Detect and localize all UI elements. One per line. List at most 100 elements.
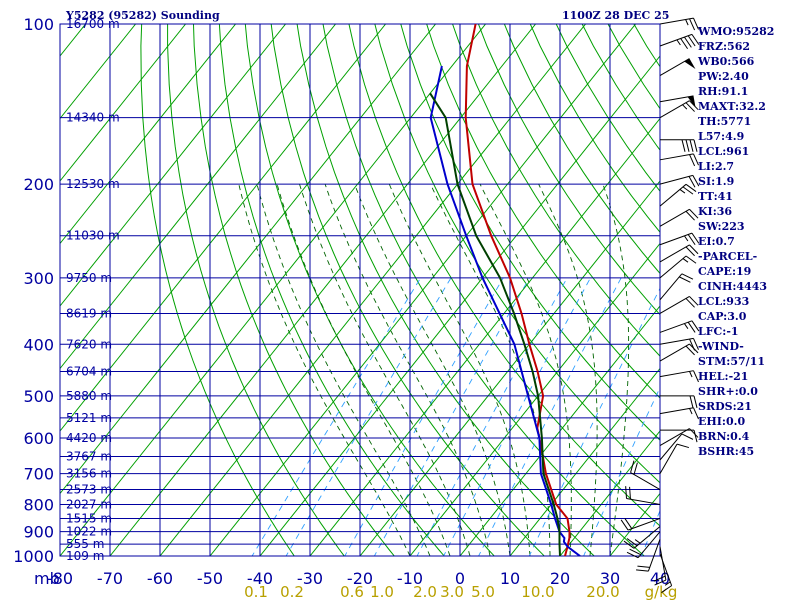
wind-barb xyxy=(659,337,699,351)
pressure-tick-label: 400 xyxy=(23,335,54,354)
wind-barb-feather xyxy=(681,139,686,152)
wind-barb-staff xyxy=(659,428,690,446)
height-label: 5880 m xyxy=(66,389,112,403)
temperature-tick-label: -70 xyxy=(97,569,123,588)
pressure-tick-label: 800 xyxy=(23,495,54,514)
isotherm-line xyxy=(409,242,660,556)
isotherm-line xyxy=(60,24,136,120)
wind-barb-feather xyxy=(693,395,698,408)
wind-barb-staff xyxy=(659,273,683,301)
wind-barb-half-feather xyxy=(689,371,693,378)
height-label: 12530 m xyxy=(66,177,120,191)
temperature-tick-label: -40 xyxy=(247,569,273,588)
index-entry: CAP:3.0 xyxy=(698,310,747,323)
wind-barb xyxy=(620,517,661,531)
chart-title: Y5282 (95282) Sounding xyxy=(66,9,220,22)
wind-barb-feather xyxy=(687,35,696,47)
grid xyxy=(59,23,661,557)
wind-barb-staff xyxy=(626,498,661,505)
wind-barb xyxy=(659,33,700,50)
temperature-tick-label: -20 xyxy=(347,569,373,588)
index-entry: SHR+:0.0 xyxy=(698,385,758,398)
wind-barb-feather xyxy=(681,273,694,280)
pressure-tick-label: 900 xyxy=(23,523,54,542)
mixing-ratio-line xyxy=(251,277,422,556)
isotherm-line xyxy=(259,55,660,556)
isotherm-line xyxy=(159,24,586,556)
wind-barb-feather xyxy=(685,183,697,192)
wind-barb-staff xyxy=(659,17,694,25)
index-entry: EHI:0.0 xyxy=(698,415,746,428)
wind-barb-staff xyxy=(659,433,683,461)
mixing-ratio-label: 1.0 xyxy=(370,583,394,600)
wind-barb xyxy=(625,486,661,505)
wind-barbs xyxy=(620,17,700,593)
wind-barb xyxy=(636,539,661,572)
isotherm-line xyxy=(60,24,436,495)
wind-barb-feather xyxy=(691,320,700,332)
height-label: 3156 m xyxy=(66,467,112,481)
wind-barb xyxy=(659,58,696,76)
isotherm-line xyxy=(459,305,660,556)
isotherm-line xyxy=(60,24,336,370)
wind-barb-feather xyxy=(691,232,700,244)
index-entry: LFC:-1 xyxy=(698,325,739,338)
wind-barb-feather xyxy=(620,519,629,531)
mixing-ratio-line xyxy=(416,277,568,556)
isotherm-line xyxy=(209,24,636,556)
wind-barb xyxy=(659,100,699,119)
isotherm-line xyxy=(60,24,186,182)
height-label: 2027 m xyxy=(66,497,112,511)
index-entry: LCL:933 xyxy=(698,295,750,308)
height-label: 2573 m xyxy=(66,483,112,497)
wind-barb-half-feather xyxy=(689,408,693,415)
wind-barb-feather xyxy=(682,186,694,195)
wind-barb-feather xyxy=(685,345,695,356)
wind-barb xyxy=(626,531,661,559)
isotherm-line xyxy=(309,117,660,556)
temperature-tick-label: 20 xyxy=(550,569,570,588)
wind-barb-feather xyxy=(625,486,628,499)
height-label: 6704 m xyxy=(66,365,112,379)
wind-barb-feather xyxy=(629,486,631,500)
wind-barb-staff xyxy=(637,531,661,559)
isotherm-line xyxy=(509,367,660,556)
wind-barb-feather xyxy=(654,579,667,586)
wind-barb-feather xyxy=(689,208,699,219)
wind-barb-feather xyxy=(693,153,699,166)
wind-barb-staff xyxy=(659,232,693,246)
wetbulb-trace xyxy=(429,92,561,556)
index-entry: -WIND- xyxy=(698,340,744,353)
wind-barb-feather xyxy=(689,395,694,408)
mixing-ratio-label: 5.0 xyxy=(471,583,495,600)
index-entry: -PARCEL- xyxy=(698,250,758,263)
wind-barb-staff xyxy=(659,443,678,474)
height-label: 1515 m xyxy=(66,511,112,525)
isotherm-line xyxy=(559,430,660,556)
temperature-tick-label: 0 xyxy=(455,569,465,588)
wind-barb-pennant xyxy=(684,58,696,69)
pressure-tick-label: 600 xyxy=(23,429,54,448)
mixing-ratio-line xyxy=(443,277,591,556)
pressure-tick-label: 1000 xyxy=(13,547,54,566)
wind-barb-staff xyxy=(659,546,667,581)
moist-adiabat-line xyxy=(299,183,471,556)
wind-barb-feather xyxy=(693,17,699,30)
wind-barb-feather xyxy=(623,540,635,549)
height-labels: 16700 m 14340 m 12530 m 11030 m 9750 m 8619 m… xyxy=(66,17,120,563)
mixing-ratio-lines xyxy=(251,277,660,556)
wind-barb-staff xyxy=(659,100,690,119)
moist-adiabat-line xyxy=(354,183,511,556)
isotherms xyxy=(60,24,660,556)
height-label: 109 m xyxy=(66,549,104,563)
wind-barb-staff xyxy=(659,370,694,378)
wind-barb-staff xyxy=(659,337,694,345)
wind-barb-feather xyxy=(693,430,698,443)
wind-barb-half-feather xyxy=(682,104,688,110)
temperature-tick-label: 10 xyxy=(500,569,520,588)
wind-barb-feather xyxy=(693,139,698,152)
wind-barb xyxy=(659,407,699,420)
wind-barb-staff xyxy=(630,472,661,490)
height-label: 8619 m xyxy=(66,306,112,320)
wind-barb-feather xyxy=(689,343,699,354)
